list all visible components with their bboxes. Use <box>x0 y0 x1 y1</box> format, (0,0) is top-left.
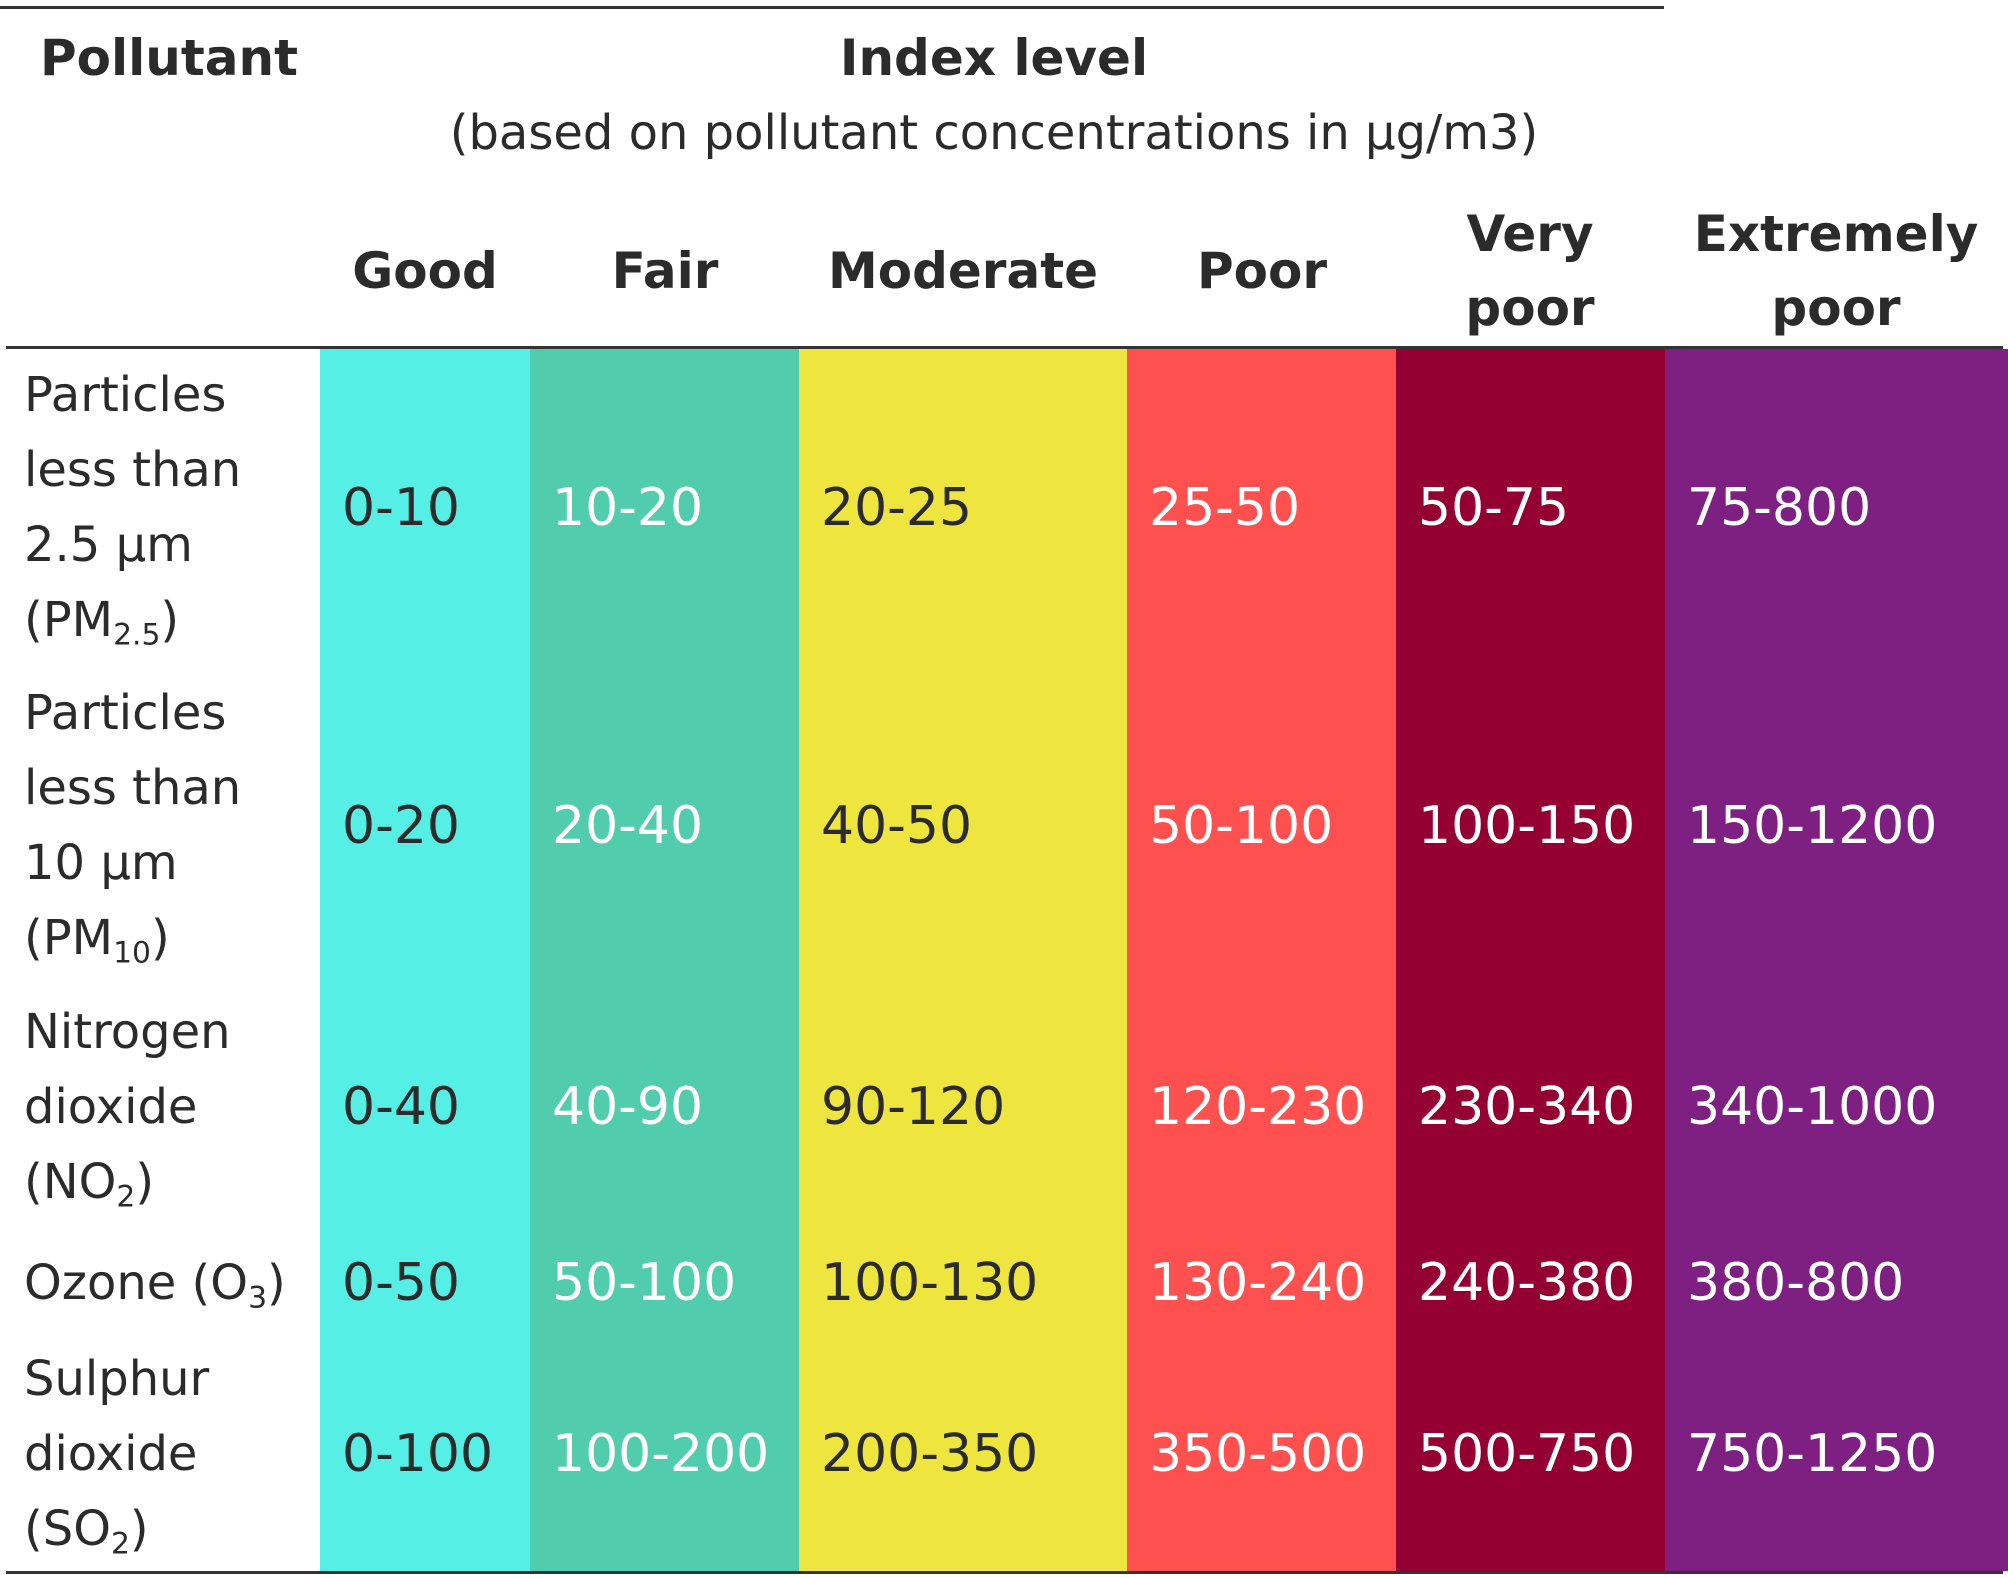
table-top-rule <box>0 6 1664 9</box>
table-cell: 0-20 <box>342 796 461 856</box>
table-cell: 20-25 <box>821 478 973 538</box>
pollutant-name-line: less than <box>24 760 242 816</box>
pollutant-formula: (NO2) <box>24 1153 155 1212</box>
pollutant-name: Ozone (O3) <box>24 1229 324 1337</box>
table-cell: 0-100 <box>342 1424 494 1484</box>
formula-prefix: (PM <box>24 592 114 648</box>
level-header-line: poor <box>1771 279 1901 337</box>
formula-prefix: (SO <box>24 1500 111 1557</box>
formula-suffix: ) <box>267 1254 286 1311</box>
formula-suffix: ) <box>150 910 170 966</box>
level-header-line: Extremely <box>1693 205 1979 263</box>
level-band-3 <box>799 349 1127 1571</box>
table-cell: 0-50 <box>342 1253 461 1313</box>
table-cell: 0-10 <box>342 478 461 538</box>
table-cell: 50-75 <box>1418 478 1570 538</box>
formula-prefix: (NO <box>24 1153 117 1210</box>
pollutant-column-header: Pollutant <box>40 29 299 87</box>
pollutant-name: Sulphur dioxide (SO2) <box>24 1337 324 1571</box>
table-cell: 75-800 <box>1687 478 1872 538</box>
pollutant-formula: Ozone (O3) <box>24 1254 286 1313</box>
level-header-6: Extremely poor <box>1686 196 1986 346</box>
pollutant-formula: (PM10) <box>24 910 170 968</box>
pollutant-name-line: dioxide <box>24 1425 198 1482</box>
table-cell: 40-50 <box>821 796 973 856</box>
index-level-title: Index level <box>839 29 1149 87</box>
table-cell: 240-380 <box>1418 1253 1636 1313</box>
pollutant-name: Particles less than 10 µm (PM10) <box>24 667 324 985</box>
table-cell: 130-240 <box>1149 1253 1367 1313</box>
pollutant-name: Nitrogen dioxide (NO2) <box>24 985 324 1229</box>
table-cell: 120-230 <box>1149 1077 1367 1137</box>
table-cell: 100-130 <box>821 1253 1039 1313</box>
formula-suffix: ) <box>135 1153 155 1210</box>
table-cell: 20-40 <box>552 796 704 856</box>
table-cell: 230-340 <box>1418 1077 1636 1137</box>
formula-prefix: Ozone (O <box>24 1254 249 1311</box>
level-band-5 <box>1396 349 1665 1571</box>
level-header-4: Poor <box>1112 196 1412 346</box>
level-header-2: Fair <box>515 196 815 346</box>
level-header-3: Moderate <box>813 196 1113 346</box>
level-header-line: Moderate <box>827 242 1099 300</box>
pollutant-formula: (SO2) <box>24 1500 149 1559</box>
level-header-line: Poor <box>1196 242 1327 300</box>
pollutant-name-line: less than <box>24 442 242 498</box>
level-band-6 <box>1665 349 2008 1571</box>
pollutant-name-line: dioxide <box>24 1078 198 1135</box>
table-cell: 150-1200 <box>1687 796 1938 856</box>
level-band-4 <box>1127 349 1396 1571</box>
pollutant-name-line: 10 µm <box>24 835 178 891</box>
formula-subscript: 10 <box>113 935 151 971</box>
table-bottom-rule <box>6 1571 2003 1574</box>
level-header-5: Very poor <box>1380 196 1680 346</box>
level-header-line: Very <box>1466 205 1594 263</box>
level-header-line: poor <box>1465 279 1595 337</box>
formula-subscript: 2 <box>116 1178 136 1214</box>
pollutant-name-line: Sulphur <box>24 1350 210 1407</box>
formula-subscript: 2 <box>110 1525 130 1561</box>
index-level-subtitle: (based on pollutant concentrations in µg… <box>449 105 1539 161</box>
table-cell: 40-90 <box>552 1077 704 1137</box>
table-cell: 380-800 <box>1687 1253 1905 1313</box>
formula-prefix: (PM <box>24 910 114 966</box>
level-band-1 <box>320 349 530 1571</box>
header-divider <box>6 346 2003 349</box>
pollutant-formula: (PM2.5) <box>24 592 180 650</box>
formula-subscript: 2.5 <box>113 617 161 653</box>
table-cell: 50-100 <box>1149 796 1334 856</box>
formula-suffix: ) <box>160 592 180 648</box>
formula-subscript: 3 <box>248 1279 267 1315</box>
pollutant-name-line: Particles <box>24 367 227 423</box>
pollutant-name-line: Nitrogen <box>24 1003 231 1060</box>
table-cell: 90-120 <box>821 1077 1006 1137</box>
table-cell: 100-200 <box>552 1424 770 1484</box>
pollutant-name-line: 2.5 µm <box>24 517 193 573</box>
table-cell: 10-20 <box>552 478 704 538</box>
level-band-2 <box>530 349 799 1571</box>
table-cell: 500-750 <box>1418 1424 1636 1484</box>
table-cell: 340-1000 <box>1687 1077 1938 1137</box>
level-header-1: Good <box>275 196 575 346</box>
table-cell: 0-40 <box>342 1077 461 1137</box>
table-cell: 200-350 <box>821 1424 1039 1484</box>
formula-suffix: ) <box>129 1500 149 1557</box>
pollutant-name: Particles less than 2.5 µm (PM2.5) <box>24 349 324 667</box>
level-header-line: Good <box>352 242 498 300</box>
table-cell: 100-150 <box>1418 796 1636 856</box>
table-cell: 25-50 <box>1149 478 1301 538</box>
table-cell: 50-100 <box>552 1253 737 1313</box>
table-cell: 750-1250 <box>1687 1424 1938 1484</box>
pollutant-name-line: Particles <box>24 685 227 741</box>
table-cell: 350-500 <box>1149 1424 1367 1484</box>
level-header-line: Fair <box>611 242 719 300</box>
